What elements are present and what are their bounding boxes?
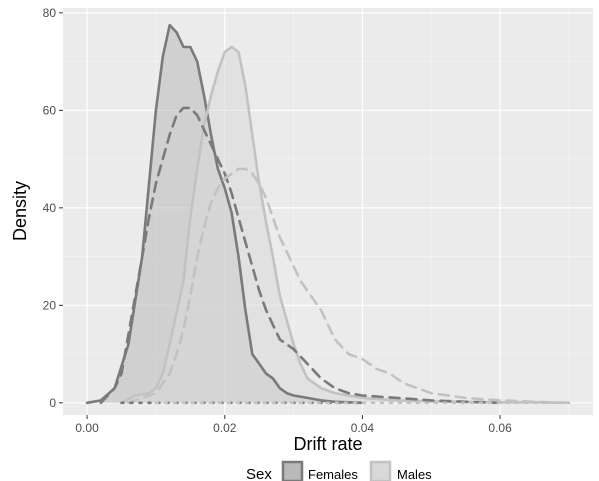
y-axis: 0 20 40 60 80	[43, 6, 63, 410]
legend: Sex Females Males	[246, 460, 432, 481]
legend-label-males: Males	[397, 467, 432, 481]
x-tick-label: 0.06	[488, 421, 512, 435]
y-tick-label: 80	[43, 6, 57, 20]
legend-title: Sex	[246, 466, 272, 481]
legend-key-males	[369, 460, 392, 481]
x-tick-label: 0.02	[213, 421, 237, 435]
legend-key-females	[281, 460, 304, 481]
density-fill-males-solid-filled	[121, 47, 569, 403]
y-axis-title: Density	[10, 181, 30, 241]
density-line-males-solid-filled	[120, 45, 571, 405]
density-line-males-dashed	[127, 167, 571, 405]
density-line-females-solid-filled	[85, 23, 364, 405]
y-tick-label: 40	[43, 201, 57, 215]
y-tick-label: 60	[43, 103, 57, 117]
y-tick-label: 20	[43, 298, 57, 312]
x-tick-label: 0.04	[351, 421, 375, 435]
x-axis: 0.00 0.02 0.04 0.06	[75, 415, 512, 435]
density-line-females-dashed	[99, 106, 502, 405]
legend-label-females: Females	[308, 467, 358, 481]
density-lines	[85, 23, 571, 405]
x-tick-label: 0.00	[75, 421, 99, 435]
x-axis-title: Drift rate	[293, 434, 362, 454]
y-tick-label: 0	[49, 396, 56, 410]
